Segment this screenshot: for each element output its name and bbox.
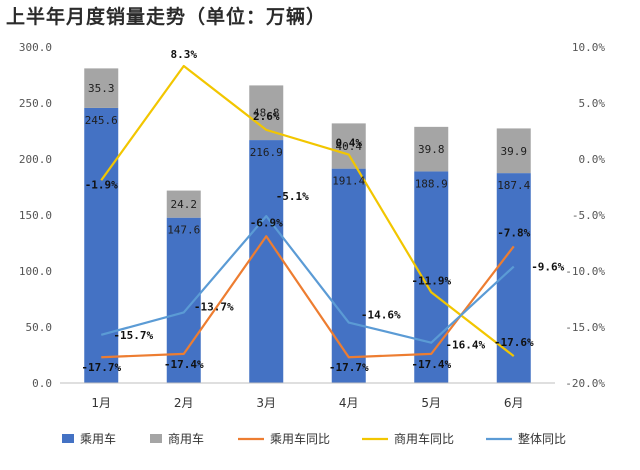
- bar-passenger-label: 147.6: [167, 224, 200, 237]
- overall-yoy-line: [100, 215, 515, 344]
- bar-commercial: [496, 128, 531, 174]
- bar-passenger: [84, 107, 119, 383]
- bar-passenger-label: 216.9: [250, 146, 283, 159]
- commercial-yoy-label: 2.6%: [253, 110, 280, 123]
- y2-axis-tick-label: 5.0%: [579, 97, 606, 110]
- legend-label: 乘用车同比: [270, 431, 330, 446]
- chart-svg: 0.0 50.0 100.0 150.0 200.0 250.0 300.0 -20.0% -1…: [19, 41, 605, 446]
- bar-passenger-label: 191.4: [332, 175, 365, 188]
- passenger-yoy-line: [101, 235, 515, 359]
- commercial-yoy-label: 0.4%: [336, 137, 363, 150]
- overall-yoy-label: -13.7%: [194, 300, 234, 313]
- passenger-yoy-label: -17.7%: [329, 361, 369, 374]
- bar-commercial: [331, 123, 366, 169]
- bar-commercial-label: 40.4: [336, 140, 363, 153]
- y2-axis-tick-label: 10.0%: [572, 41, 605, 54]
- labels-layer: 245.6 35.3 147.6 24.2 216.9 48.8 191.4 40.4 188.…: [81, 48, 564, 374]
- y-axis-tick-label: 150.0: [19, 209, 52, 222]
- legend-label: 乘用车: [80, 431, 116, 446]
- y2-axis-tick-label: 0.0%: [579, 153, 606, 166]
- overall-yoy-label: -16.4%: [445, 339, 485, 352]
- commercial-yoy-label: -1.9%: [85, 178, 118, 191]
- passenger-yoy-label: -17.4%: [164, 358, 204, 371]
- legend: 乘用车 商用车 乘用车同比 商用车同比 整体同比: [62, 431, 566, 446]
- bar-commercial-label: 39.9: [501, 145, 528, 158]
- bar-commercial: [414, 126, 449, 172]
- overall-yoy-label: -9.6%: [531, 261, 564, 274]
- bar-commercial-label: 24.2: [171, 198, 198, 211]
- x-axis-category-label: 2月: [174, 396, 194, 410]
- y2-axis-tick-label: -10.0%: [565, 265, 605, 278]
- y-axis-tick-label: 250.0: [19, 97, 52, 110]
- passenger-yoy-label: -17.4%: [411, 358, 451, 371]
- lines-layer: [100, 64, 515, 359]
- axes-layer: 0.0 50.0 100.0 150.0 200.0 250.0 300.0 -20.0% -1…: [19, 41, 605, 410]
- bar-passenger: [331, 168, 366, 383]
- overall-yoy-label: -15.7%: [113, 329, 153, 342]
- legend-label: 商用车同比: [394, 431, 454, 446]
- passenger-yoy-label: -6.9%: [250, 216, 283, 229]
- legend-swatch: [62, 434, 74, 443]
- bar-passenger: [414, 171, 449, 383]
- y2-axis-tick-label: -20.0%: [565, 377, 605, 390]
- passenger-yoy-label: -17.7%: [81, 361, 121, 374]
- commercial-yoy-label: -11.9%: [411, 274, 451, 287]
- x-axis-category-label: 4月: [339, 396, 359, 410]
- y-axis-tick-label: 0.0: [32, 377, 52, 390]
- overall-yoy-label: -5.1%: [276, 190, 309, 203]
- bar-commercial-label: 48.8: [253, 107, 280, 120]
- bar-commercial-label: 39.8: [418, 143, 445, 156]
- bar-passenger-label: 245.6: [85, 114, 118, 127]
- y2-axis-tick-label: -15.0%: [565, 321, 605, 334]
- commercial-yoy-label: 8.3%: [171, 48, 198, 61]
- x-axis-category-label: 5月: [421, 396, 441, 410]
- legend-label: 整体同比: [518, 431, 566, 446]
- overall-yoy-label: -14.6%: [361, 309, 401, 322]
- bar-commercial-label: 35.3: [88, 82, 115, 95]
- x-axis-category-label: 1月: [91, 396, 111, 410]
- commercial-yoy-line: [100, 64, 515, 357]
- commercial-yoy-label: -17.6%: [494, 336, 534, 349]
- passenger-yoy-label: -7.8%: [497, 226, 530, 239]
- legend-label: 商用车: [168, 431, 204, 446]
- bar-passenger: [249, 140, 284, 383]
- y-axis-tick-label: 100.0: [19, 265, 52, 278]
- x-axis-category-label: 6月: [504, 396, 524, 410]
- x-axis-category-label: 3月: [256, 396, 276, 410]
- bar-commercial: [84, 68, 119, 108]
- chart-title: 上半年月度销量走势（单位：万辆）: [6, 6, 327, 28]
- y2-axis-tick-label: -5.0%: [572, 209, 605, 222]
- bar-passenger-label: 188.9: [415, 177, 448, 190]
- bar-passenger-label: 187.4: [497, 179, 530, 192]
- legend-swatch: [150, 434, 162, 443]
- y-axis-tick-label: 200.0: [19, 153, 52, 166]
- y-axis-tick-label: 300.0: [19, 41, 52, 54]
- y-axis-tick-label: 50.0: [26, 321, 53, 334]
- bar-commercial: [166, 190, 201, 218]
- chart-panel: 0.0 50.0 100.0 150.0 200.0 250.0 300.0 -20.0% -1…: [0, 34, 640, 470]
